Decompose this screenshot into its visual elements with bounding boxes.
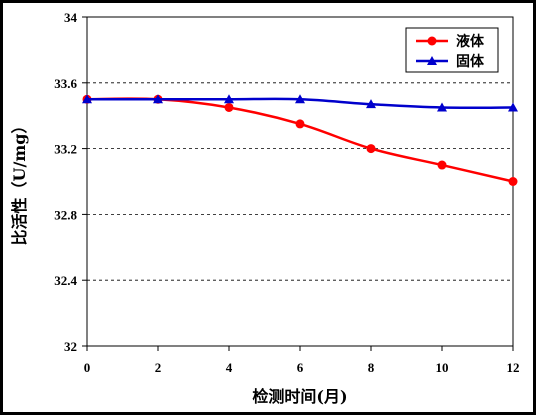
series-layer	[82, 94, 518, 186]
x-tick-label: 10	[436, 360, 449, 375]
data-point	[366, 144, 376, 154]
x-tick-label: 12	[507, 360, 520, 375]
x-axis-label: 检测时间(月)	[252, 387, 347, 406]
data-point	[82, 94, 92, 104]
data-point	[366, 99, 376, 109]
y-tick-label: 34	[64, 10, 78, 25]
x-tick-label: 0	[84, 360, 91, 375]
data-point	[295, 119, 305, 129]
legend-item: 固体	[416, 53, 485, 70]
legend-marker	[427, 56, 437, 65]
data-point	[224, 102, 234, 112]
legend-label: 固体	[456, 53, 485, 70]
legend-label: 液体	[456, 33, 485, 50]
data-point	[508, 102, 518, 112]
grid-lines	[87, 82, 513, 281]
series-line	[86, 97, 514, 183]
x-tick-label: 2	[155, 360, 162, 375]
y-tick-label: 33.2	[54, 142, 77, 157]
y-axis-label: 比活性（U/mg）	[10, 118, 29, 246]
data-point	[437, 102, 447, 112]
y-tick-label: 32.4	[54, 273, 77, 288]
y-tick-label: 32	[64, 339, 77, 354]
y-tick-label: 32.8	[54, 207, 77, 222]
x-tick-label: 8	[368, 360, 375, 375]
data-point	[153, 94, 163, 104]
line-chart: 32 32.4 32.8 33.2 33.6 34 0 2 4 6 8 10 12 检测时间(月) 比活…	[10, 10, 520, 406]
data-point	[508, 177, 518, 186]
legend-item: 液体	[416, 33, 485, 50]
x-tick-label: 4	[226, 360, 233, 375]
data-point	[295, 94, 305, 104]
legend-marker	[427, 36, 437, 46]
chart-frame: 32 32.4 32.8 33.2 33.6 34 0 2 4 6 8 10 12 检测时间(月) 比活…	[3, 3, 533, 412]
series-2	[82, 94, 518, 112]
data-point	[224, 94, 234, 104]
x-tick-label: 6	[297, 360, 304, 375]
y-tick-label: 33.6	[54, 76, 77, 91]
axis-ticks: 32 32.4 32.8 33.2 33.6 34 0 2 4 6 8 10 12	[54, 10, 519, 375]
legend-box	[405, 27, 499, 73]
data-point	[437, 160, 447, 170]
